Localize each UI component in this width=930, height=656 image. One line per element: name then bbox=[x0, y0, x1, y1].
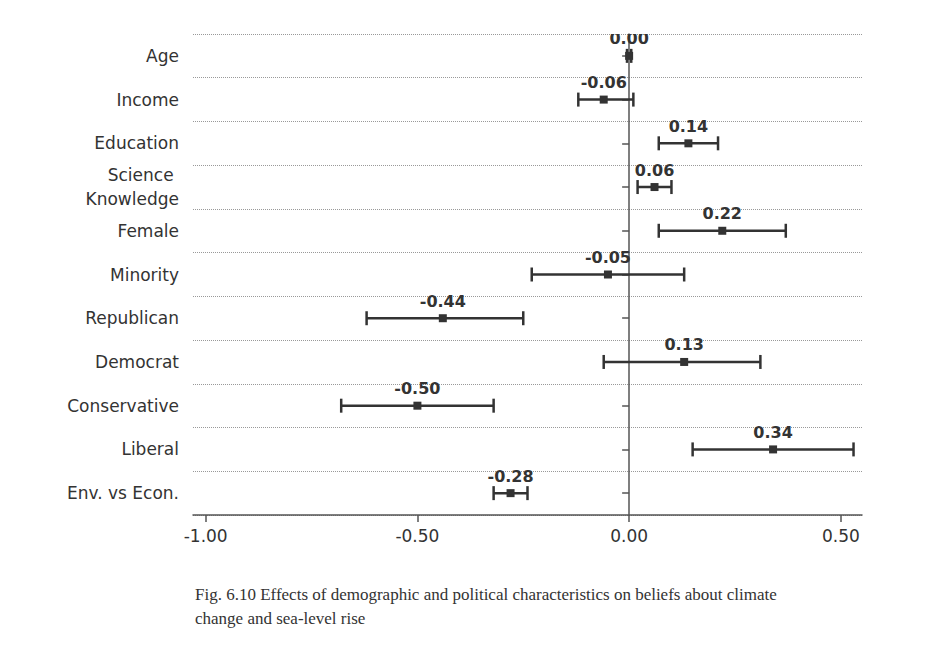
svg-text:Age: Age bbox=[146, 46, 179, 66]
svg-text:0.22: 0.22 bbox=[703, 204, 742, 223]
svg-text:0.34: 0.34 bbox=[753, 423, 792, 442]
svg-text:-0.50: -0.50 bbox=[394, 379, 440, 398]
svg-text:Knowledge: Knowledge bbox=[86, 189, 179, 209]
svg-text:0.00: 0.00 bbox=[609, 29, 648, 48]
svg-text:0.50: 0.50 bbox=[822, 526, 860, 546]
svg-text:0.06: 0.06 bbox=[635, 161, 674, 180]
svg-text:Minority: Minority bbox=[110, 265, 179, 285]
svg-text:-0.44: -0.44 bbox=[420, 292, 466, 311]
svg-text:-0.05: -0.05 bbox=[585, 248, 631, 267]
svg-text:Fig. 6.10 Effects of demograph: Fig. 6.10 Effects of demographic and pol… bbox=[195, 585, 781, 604]
svg-text:Env. vs Econ.: Env. vs Econ. bbox=[67, 483, 179, 503]
svg-text:Female: Female bbox=[118, 221, 179, 241]
svg-text:0.14: 0.14 bbox=[669, 117, 708, 136]
svg-text:change and sea-level rise: change and sea-level rise bbox=[195, 609, 365, 628]
svg-text:-0.28: -0.28 bbox=[488, 467, 534, 486]
svg-text:Education: Education bbox=[94, 133, 179, 153]
svg-text:Income: Income bbox=[116, 90, 179, 110]
svg-text:Democrat: Democrat bbox=[95, 352, 179, 372]
svg-text:Science: Science bbox=[108, 165, 179, 185]
svg-text:Liberal: Liberal bbox=[121, 439, 179, 459]
svg-text:0.00: 0.00 bbox=[610, 526, 648, 546]
svg-text:Republican: Republican bbox=[85, 308, 179, 328]
svg-text:-0.06: -0.06 bbox=[581, 73, 627, 92]
svg-text:-0.50: -0.50 bbox=[395, 526, 439, 546]
svg-text:0.13: 0.13 bbox=[664, 335, 703, 354]
svg-text:Conservative: Conservative bbox=[67, 396, 179, 416]
svg-text:-1.00: -1.00 bbox=[184, 526, 228, 546]
